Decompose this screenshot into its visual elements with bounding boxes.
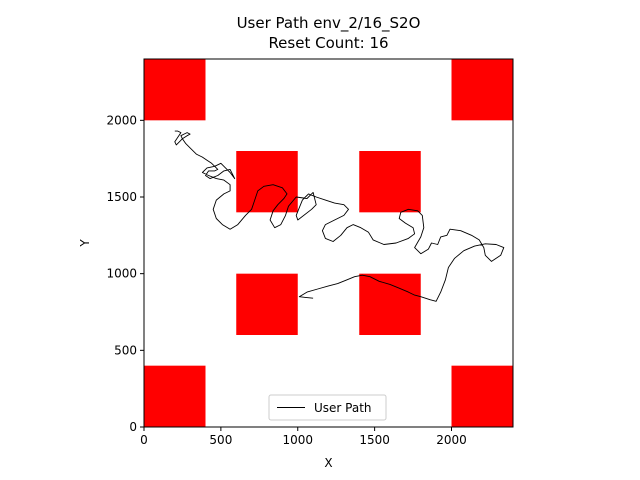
x-tick-label: 500 [209, 433, 232, 447]
y-tick-label: 1500 [106, 190, 137, 204]
chart-title: User Path env_2/16_S2O [237, 14, 421, 33]
x-tick-label: 1500 [359, 433, 390, 447]
obstacle-block [144, 59, 206, 121]
x-axis-label: X [324, 456, 332, 470]
path-layer [174, 130, 505, 302]
user-path-line [174, 130, 505, 302]
axes-frame [143, 58, 514, 428]
obstacle-block [236, 151, 298, 213]
y-tick-label: 500 [114, 343, 137, 357]
obstacle-block [236, 273, 298, 335]
x-tick-label: 1000 [282, 433, 313, 447]
y-axis-label: Y [78, 239, 92, 248]
obstacle-block [144, 365, 206, 427]
chart-subtitle: Reset Count: 16 [268, 34, 388, 52]
obstacle-block [359, 273, 421, 335]
obstacle-block [359, 151, 421, 213]
obstacle-block [451, 365, 513, 427]
obstacle-block [451, 59, 513, 121]
x-tick-label: 0 [140, 433, 148, 447]
legend: User Path [268, 394, 387, 421]
y-axis-ticks: 0 500 1000 1500 2000 [106, 113, 144, 434]
plot-area [144, 59, 513, 427]
y-tick-label: 0 [129, 420, 137, 434]
legend-entry-label: User Path [314, 401, 372, 415]
y-tick-label: 1000 [106, 267, 137, 281]
obstacle-layer [144, 59, 513, 427]
y-tick-label: 2000 [106, 113, 137, 127]
x-tick-label: 2000 [436, 433, 467, 447]
x-axis-ticks: 0 500 1000 1500 2000 [140, 427, 467, 447]
legend-box [268, 394, 387, 421]
